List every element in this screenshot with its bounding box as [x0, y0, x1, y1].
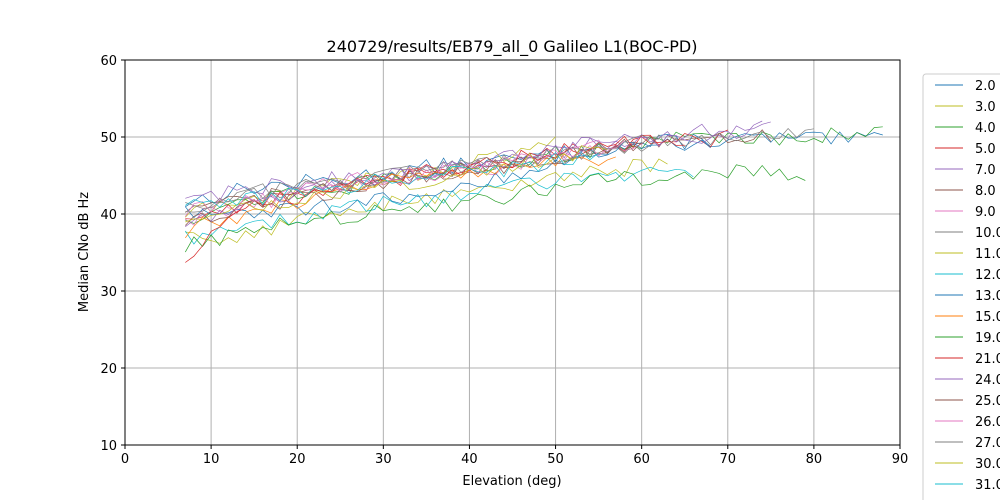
y-axis-ticks: 10 20 30 40 50 60: [100, 54, 125, 454]
series-lines: [184, 120, 883, 263]
x-tick-label: 90: [892, 452, 909, 467]
legend-label: 19.0: [975, 331, 1000, 346]
x-tick-label: 10: [203, 452, 220, 467]
legend-frame: [922, 73, 1000, 500]
legend-label: 30.0: [975, 457, 1000, 472]
x-tick-label: 50: [547, 452, 564, 467]
legend-label: 31.0: [975, 478, 1000, 493]
legend-label: 21.0: [975, 352, 1000, 367]
legend-label: 3.0: [975, 100, 996, 115]
legend-label: 9.0: [975, 205, 996, 220]
plot-area: [125, 60, 900, 445]
legend-label: 25.0: [975, 394, 1000, 409]
series-line-10.0: [185, 127, 814, 209]
legend-label: 4.0: [975, 121, 996, 136]
series-line-2.0: [185, 131, 883, 208]
series-line-27.0: [185, 134, 659, 213]
legend-label: 26.0: [975, 415, 1000, 430]
y-tick-label: 50: [100, 131, 117, 146]
series-line-30.0: [185, 145, 608, 223]
y-axis-label: Median CNo dB Hz: [77, 192, 92, 312]
plot-frame: [124, 59, 901, 446]
x-axis-ticks: 0 10 20 30 40 50 60 70 80 90: [121, 445, 908, 467]
legend-label: 12.0: [975, 268, 1000, 283]
series-line-5.0: [185, 129, 728, 220]
x-tick-label: 60: [633, 452, 650, 467]
series-line-3.0: [185, 136, 556, 218]
legend-label: 10.0: [975, 226, 1000, 241]
x-tick-label: 20: [289, 452, 306, 467]
legend-label: 15.0: [975, 310, 1000, 325]
legend-label: 2.0: [975, 79, 996, 94]
series-line-11.0: [185, 158, 668, 244]
legend-label: 27.0: [975, 436, 1000, 451]
x-tick-label: 0: [121, 452, 129, 467]
series-line-24.0: [185, 120, 763, 227]
legend-label: 11.0: [975, 247, 1000, 262]
x-tick-label: 30: [375, 452, 392, 467]
x-tick-label: 40: [461, 452, 478, 467]
series-line-12.0: [185, 166, 694, 245]
series-line-15.0: [185, 153, 616, 239]
legend-label: 24.0: [975, 373, 1000, 388]
series-line-8.0: [185, 129, 772, 213]
y-tick-label: 40: [100, 208, 117, 223]
series-line-31.0: [185, 151, 599, 208]
y-tick-label: 30: [100, 285, 117, 300]
x-axis-label: Elevation (deg): [462, 474, 561, 489]
x-tick-label: 80: [806, 452, 823, 467]
y-tick-label: 60: [100, 54, 117, 69]
legend-label: 8.0: [975, 184, 996, 199]
legend: 2.0 3.0 4.0 5.0 7.0 8.0 9.0 10.0 11.0 12.0 13.0 15.…: [922, 73, 1000, 500]
x-tick-label: 70: [720, 452, 737, 467]
chart-title: 240729/results/EB79_all_0 Galileo L1(BOC…: [327, 37, 698, 57]
y-tick-label: 10: [100, 439, 117, 454]
legend-label: 5.0: [975, 142, 996, 157]
y-tick-label: 20: [100, 362, 117, 377]
legend-label: 7.0: [975, 163, 996, 178]
series-line-26.0: [185, 140, 625, 217]
legend-label: 13.0: [975, 289, 1000, 304]
series-line-19.0: [184, 164, 806, 253]
